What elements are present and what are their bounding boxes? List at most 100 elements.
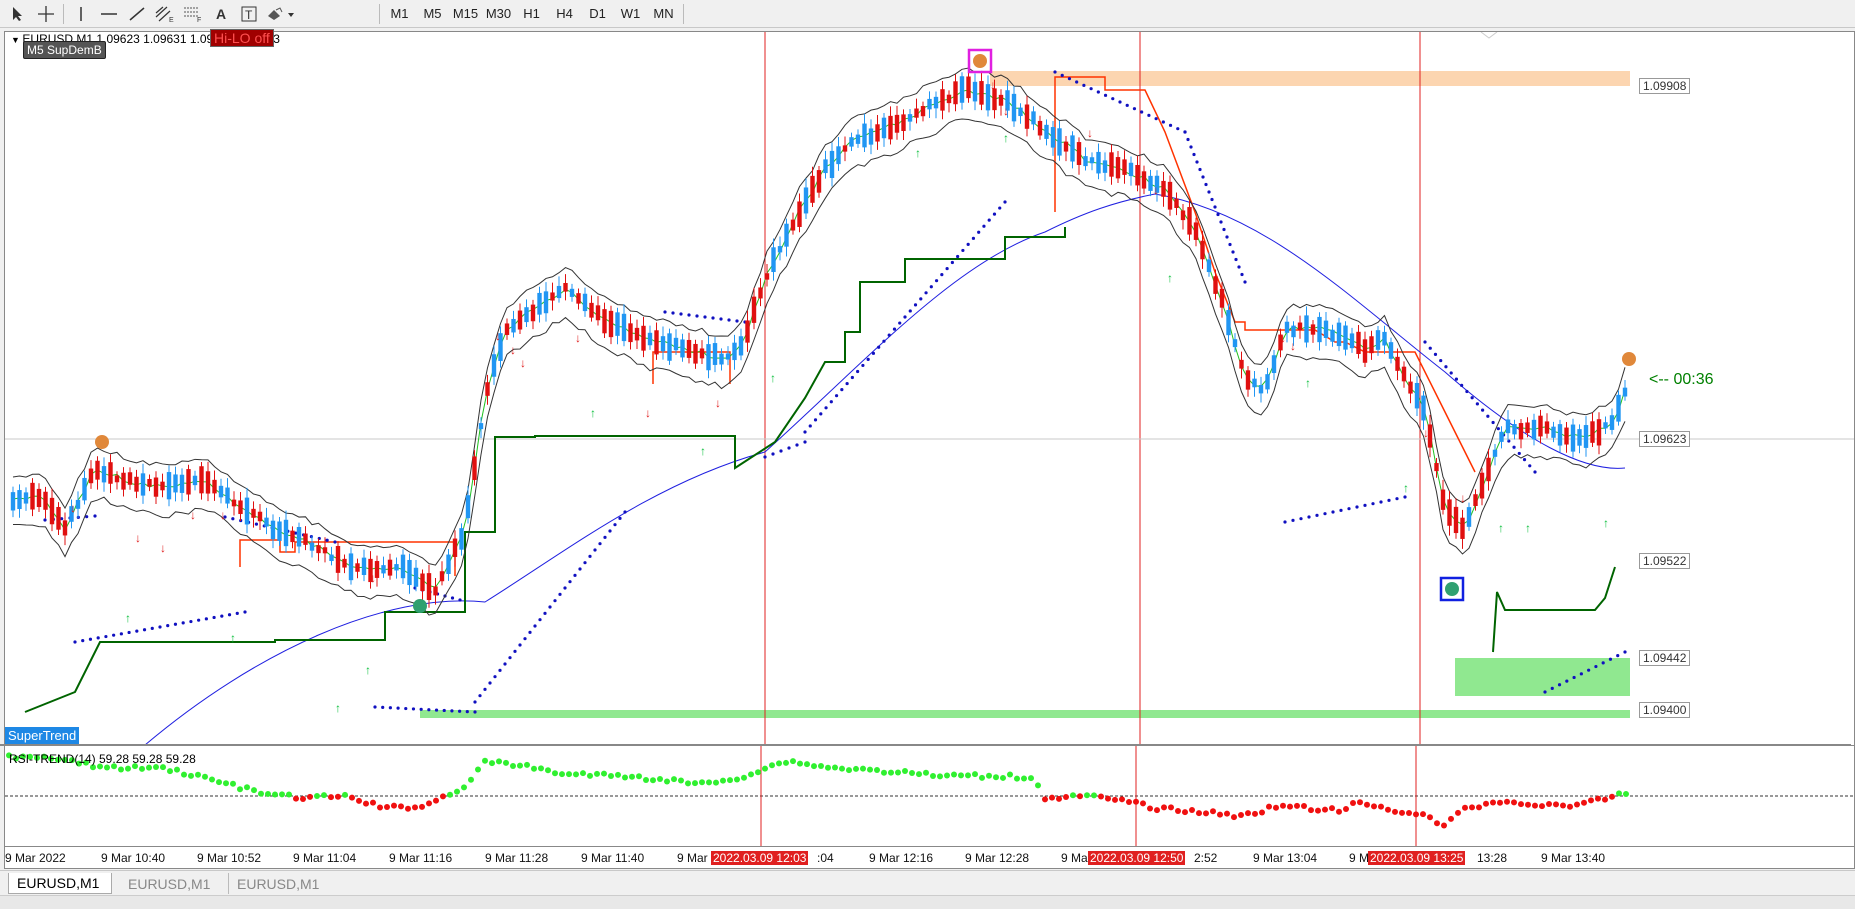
time-axis[interactable]: 9 Mar 2022 9 Mar 10:40 9 Mar 10:52 9 Mar… bbox=[4, 846, 1855, 869]
fibonacci-icon[interactable]: F bbox=[179, 3, 207, 25]
candle-body bbox=[1375, 330, 1381, 350]
supdem-toggle-button[interactable]: M5 SupDemB bbox=[23, 41, 106, 59]
rsi-dot bbox=[1112, 796, 1118, 803]
crosshair-icon[interactable] bbox=[32, 3, 60, 25]
time-label: 9 Mar 11:28 bbox=[485, 851, 549, 865]
rsi-dot bbox=[1448, 815, 1454, 822]
rsi-dot bbox=[538, 765, 544, 772]
timeframe-d1[interactable]: D1 bbox=[589, 6, 606, 21]
candle-body bbox=[1265, 374, 1270, 390]
rsi-dot bbox=[1553, 801, 1559, 808]
rsi-dot bbox=[293, 795, 299, 802]
psar-dot bbox=[381, 705, 385, 709]
psar-dot bbox=[388, 706, 392, 710]
timeframe-m15[interactable]: M15 bbox=[452, 6, 479, 21]
candle-body bbox=[472, 456, 477, 480]
timeframe-h1[interactable]: H1 bbox=[523, 6, 540, 21]
rsi-dot bbox=[881, 769, 887, 776]
psar-dot bbox=[96, 636, 100, 640]
cursor-icon[interactable] bbox=[4, 3, 32, 25]
psar-dot bbox=[1371, 502, 1375, 506]
psar-dot bbox=[60, 517, 64, 521]
rsi-dot bbox=[370, 799, 376, 806]
candle-body bbox=[1141, 171, 1147, 189]
supertrend-toggle-button[interactable]: SuperTrend bbox=[5, 727, 80, 744]
candle-body bbox=[290, 530, 295, 543]
rsi-dot bbox=[321, 792, 327, 799]
rsi-dot bbox=[1224, 810, 1230, 817]
psar-dot bbox=[966, 242, 970, 246]
timeframe-m5[interactable]: M5 bbox=[423, 6, 442, 21]
psar-dot bbox=[1579, 672, 1583, 676]
vertical-line-icon[interactable] bbox=[67, 3, 95, 25]
candle-body bbox=[1369, 336, 1374, 354]
rsi-dot bbox=[1056, 795, 1062, 802]
shapes-dropdown-icon[interactable] bbox=[263, 3, 299, 25]
rsi-dot bbox=[937, 773, 943, 780]
rsi-dot bbox=[62, 756, 68, 763]
rsi-trend-pane[interactable]: RSI-TREND(14) 59.28 59.28 59.28 bbox=[4, 746, 1855, 846]
chart-tab-active[interactable]: EURUSD,M1 bbox=[8, 873, 112, 894]
rsi-dot bbox=[972, 771, 978, 778]
chart-shift-marker-icon[interactable] bbox=[1480, 32, 1498, 39]
rsi-dot bbox=[524, 761, 530, 768]
rsi-dot bbox=[1154, 807, 1160, 814]
candle-body bbox=[82, 477, 87, 501]
timeframe-w1[interactable]: W1 bbox=[620, 6, 641, 21]
price-chart[interactable]: ↑ ↑ ↑ ↑ ↑ ↑ ↑ ↑ ↑ ↑ ↑ ↑ ↑ ↑ ↑ ↓ ↓ ↓ ↓ ↓ ↓ ↓ ↓ ↓ ↓ ↓ ↓ ↓ ↓ ↓ ↓ ↓ ↓ ↓ ↓ <-- … bbox=[4, 29, 1855, 746]
rsi-dot bbox=[1623, 790, 1629, 797]
horizontal-line-icon[interactable] bbox=[95, 3, 123, 25]
candle-body bbox=[413, 567, 419, 587]
rsi-dot bbox=[1161, 804, 1167, 811]
rsi-dot bbox=[608, 773, 614, 780]
candle-body bbox=[1596, 419, 1602, 446]
rsi-dot bbox=[1035, 782, 1041, 789]
rsi-dot bbox=[1532, 802, 1538, 809]
sun-marker-icon bbox=[1622, 352, 1636, 366]
chart-collapse-icon[interactable]: ▼ bbox=[11, 35, 23, 45]
timeframe-m1[interactable]: M1 bbox=[390, 6, 409, 21]
trendline-icon[interactable] bbox=[123, 3, 151, 25]
equidistant-channel-icon[interactable]: E bbox=[151, 3, 179, 25]
pane-divider[interactable] bbox=[0, 744, 1851, 746]
candle-body bbox=[504, 323, 510, 335]
candle-body bbox=[1505, 419, 1511, 434]
rsi-dot bbox=[580, 770, 586, 777]
timeframe-mn[interactable]: MN bbox=[653, 6, 674, 21]
rsi-dot bbox=[391, 802, 397, 809]
candle-body bbox=[738, 336, 744, 356]
timeframe-m30[interactable]: M30 bbox=[485, 6, 512, 21]
psar-dot bbox=[1470, 396, 1474, 400]
hilo-toggle-button[interactable]: Hi-LO off bbox=[210, 29, 274, 47]
time-label: 9 Mar 13:04 bbox=[1253, 851, 1318, 865]
candle-body bbox=[771, 247, 776, 273]
candle-body bbox=[114, 475, 120, 483]
text-label-icon[interactable]: T bbox=[235, 3, 263, 25]
chart-tab[interactable]: EURUSD,M1 bbox=[228, 873, 328, 894]
candle-body bbox=[257, 511, 263, 522]
candle-body bbox=[173, 474, 178, 493]
rsi-dot bbox=[1490, 799, 1496, 806]
candle-body bbox=[199, 466, 204, 494]
rsi-canvas[interactable] bbox=[5, 746, 1854, 846]
rsi-dot bbox=[671, 776, 677, 783]
psar-dot bbox=[929, 285, 933, 289]
text-icon[interactable]: A bbox=[207, 3, 235, 25]
candle-body bbox=[1421, 395, 1426, 421]
psar-dot bbox=[892, 327, 897, 331]
candle-body bbox=[537, 292, 542, 315]
timeframe-h4[interactable]: H4 bbox=[556, 6, 573, 21]
psar-dot bbox=[866, 357, 870, 361]
candle-body bbox=[1343, 325, 1348, 350]
rsi-dot bbox=[664, 778, 670, 785]
candle-body bbox=[361, 557, 367, 576]
rsi-dot bbox=[419, 803, 425, 810]
rsi-dot bbox=[923, 769, 929, 776]
price-chart-canvas[interactable]: ↑ ↑ ↑ ↑ ↑ ↑ ↑ ↑ ↑ ↑ ↑ ↑ ↑ ↑ ↑ ↓ ↓ ↓ ↓ ↓ ↓ ↓ ↓ ↓ ↓ ↓ ↓ ↓ ↓ ↓ ↓ ↓ ↓ ↓ ↓ <-- … bbox=[5, 32, 1854, 745]
rsi-dot bbox=[356, 797, 362, 804]
rsi-dot bbox=[1280, 802, 1286, 809]
chart-tab[interactable]: EURUSD,M1 bbox=[128, 875, 211, 892]
candle-body bbox=[940, 89, 945, 111]
psar-dot bbox=[523, 637, 527, 641]
down-arrow-icon: ↓ bbox=[135, 531, 141, 545]
